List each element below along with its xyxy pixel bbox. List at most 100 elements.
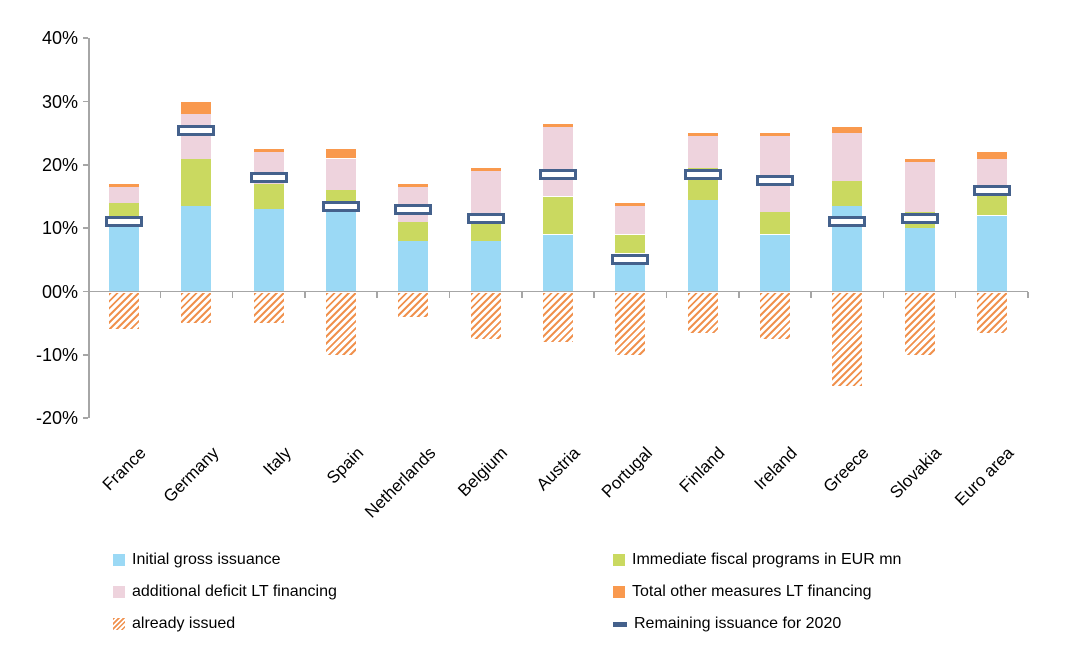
y-tick bbox=[83, 290, 88, 293]
x-category-label: Spain bbox=[322, 443, 367, 488]
bar-segment-initial-gross-issuance bbox=[398, 240, 429, 292]
bar-segment-immediate-fiscal-programs bbox=[976, 193, 1007, 216]
x-category-label: Belgium bbox=[454, 443, 512, 501]
already-issued-bar bbox=[687, 292, 718, 333]
bar-segment-total-other-measures-lt-financing bbox=[976, 152, 1007, 159]
x-tick bbox=[159, 292, 162, 299]
remaining-issuance-marker bbox=[828, 216, 867, 228]
x-tick bbox=[593, 292, 595, 299]
y-tick bbox=[83, 354, 88, 356]
x-category-label: Ireland bbox=[750, 443, 801, 494]
x-category-label: Portugal bbox=[597, 443, 657, 502]
x-tick bbox=[954, 292, 957, 299]
y-tick bbox=[83, 37, 88, 39]
already-issued-bar bbox=[543, 292, 573, 343]
bar-segment-total-other-measures-lt-financing bbox=[687, 133, 718, 137]
x-category-label: Italy bbox=[259, 443, 295, 479]
remaining-issuance-marker bbox=[105, 216, 144, 228]
x-tick bbox=[810, 292, 812, 299]
bar-segment-initial-gross-issuance bbox=[976, 215, 1007, 292]
bar-segment-immediate-fiscal-programs bbox=[470, 221, 501, 241]
legend-item: additional deficit LT financing bbox=[113, 582, 337, 602]
remaining-issuance-marker bbox=[539, 168, 577, 180]
bar-segment-additional-deficit-lt-financing bbox=[904, 161, 935, 213]
y-tick bbox=[83, 100, 88, 103]
x-category-label: Euro area bbox=[951, 443, 1018, 510]
legend-swatch-hatch-icon bbox=[113, 618, 125, 630]
bar-segment-initial-gross-issuance bbox=[543, 234, 573, 292]
bar-segment-immediate-fiscal-programs bbox=[832, 180, 863, 206]
x-tick bbox=[1027, 292, 1029, 299]
bar-segment-total-other-measures-lt-financing bbox=[109, 183, 140, 187]
remaining-issuance-marker bbox=[755, 175, 794, 187]
legend-label: Immediate fiscal programs in EUR mn bbox=[632, 551, 902, 568]
legend-label: Initial gross issuance bbox=[132, 551, 281, 568]
already-issued-bar bbox=[253, 292, 284, 324]
bar-segment-initial-gross-issuance bbox=[687, 199, 718, 292]
x-category-label: Netherlands bbox=[360, 443, 440, 522]
x-tick bbox=[448, 292, 451, 299]
legend-item: Initial gross issuance bbox=[113, 550, 281, 570]
remaining-issuance-marker bbox=[177, 124, 216, 136]
legend-swatch-square-icon bbox=[613, 586, 625, 598]
bar-segment-immediate-fiscal-programs bbox=[253, 183, 284, 210]
legend-label: Total other measures LT financing bbox=[632, 583, 872, 600]
y-tick-label: 30% bbox=[41, 91, 78, 112]
already-issued-bar bbox=[976, 292, 1007, 333]
legend-label: additional deficit LT financing bbox=[132, 583, 337, 600]
remaining-issuance-marker bbox=[683, 168, 722, 180]
legend-item: Immediate fiscal programs in EUR mn bbox=[613, 550, 901, 570]
bar-segment-initial-gross-issuance bbox=[253, 209, 284, 292]
x-category-label: Finland bbox=[675, 443, 729, 497]
x-tick bbox=[304, 292, 306, 299]
already-issued-bar bbox=[470, 292, 501, 339]
legend-label: Remaining issuance for 2020 bbox=[634, 615, 842, 632]
bar-segment-additional-deficit-lt-financing bbox=[326, 158, 357, 191]
legend-swatch-square-icon bbox=[113, 586, 125, 598]
remaining-issuance-marker bbox=[249, 172, 288, 183]
already-issued-bar bbox=[326, 292, 357, 355]
already-issued-bar bbox=[759, 292, 790, 339]
y-tick-label: -10% bbox=[35, 344, 78, 365]
bar-segment-total-other-measures-lt-financing bbox=[326, 149, 357, 159]
y-tick-label: 10% bbox=[41, 218, 78, 239]
remaining-issuance-marker bbox=[972, 184, 1011, 196]
bar-segment-total-other-measures-lt-financing bbox=[253, 149, 284, 153]
remaining-issuance-marker bbox=[900, 213, 939, 225]
remaining-issuance-marker bbox=[466, 213, 505, 225]
legend-item: Total other measures LT financing bbox=[613, 582, 872, 602]
x-tick bbox=[231, 292, 234, 299]
legend-label: already issued bbox=[132, 615, 236, 632]
bar-segment-immediate-fiscal-programs bbox=[759, 212, 790, 235]
bar-segment-additional-deficit-lt-financing bbox=[759, 136, 790, 213]
bar-segment-additional-deficit-lt-financing bbox=[109, 187, 140, 203]
bar-segment-additional-deficit-lt-financing bbox=[543, 126, 573, 197]
y-tick-label: 40% bbox=[41, 28, 78, 49]
already-issued-bar bbox=[109, 292, 140, 330]
bar-segment-total-other-measures-lt-financing bbox=[181, 101, 212, 115]
legend-swatch-square-icon bbox=[613, 554, 625, 566]
x-tick bbox=[521, 292, 523, 299]
bar-segment-additional-deficit-lt-financing bbox=[181, 114, 212, 159]
bar-segment-total-other-measures-lt-financing bbox=[398, 183, 429, 187]
bar-segment-total-other-measures-lt-financing bbox=[543, 123, 573, 127]
legend-swatch-square-icon bbox=[113, 554, 125, 566]
x-category-label: Greece bbox=[820, 443, 873, 497]
bar-segment-initial-gross-issuance bbox=[326, 209, 357, 292]
bar-segment-initial-gross-issuance bbox=[470, 240, 501, 292]
already-issued-bar bbox=[832, 292, 863, 387]
x-category-label: Slovakia bbox=[886, 443, 946, 503]
bar-segment-initial-gross-issuance bbox=[109, 221, 140, 292]
bar-segment-total-other-measures-lt-financing bbox=[832, 126, 863, 134]
bar-segment-total-other-measures-lt-financing bbox=[615, 202, 646, 206]
remaining-issuance-marker bbox=[322, 200, 361, 212]
already-issued-bar bbox=[904, 292, 935, 355]
x-category-label: France bbox=[99, 443, 150, 495]
already-issued-bar bbox=[398, 292, 429, 317]
bar-segment-additional-deficit-lt-financing bbox=[687, 136, 718, 168]
bar-segment-initial-gross-issuance bbox=[759, 234, 790, 292]
x-tick bbox=[376, 292, 379, 299]
bar-segment-total-other-measures-lt-financing bbox=[904, 158, 935, 162]
bar-segment-total-other-measures-lt-financing bbox=[759, 133, 790, 137]
